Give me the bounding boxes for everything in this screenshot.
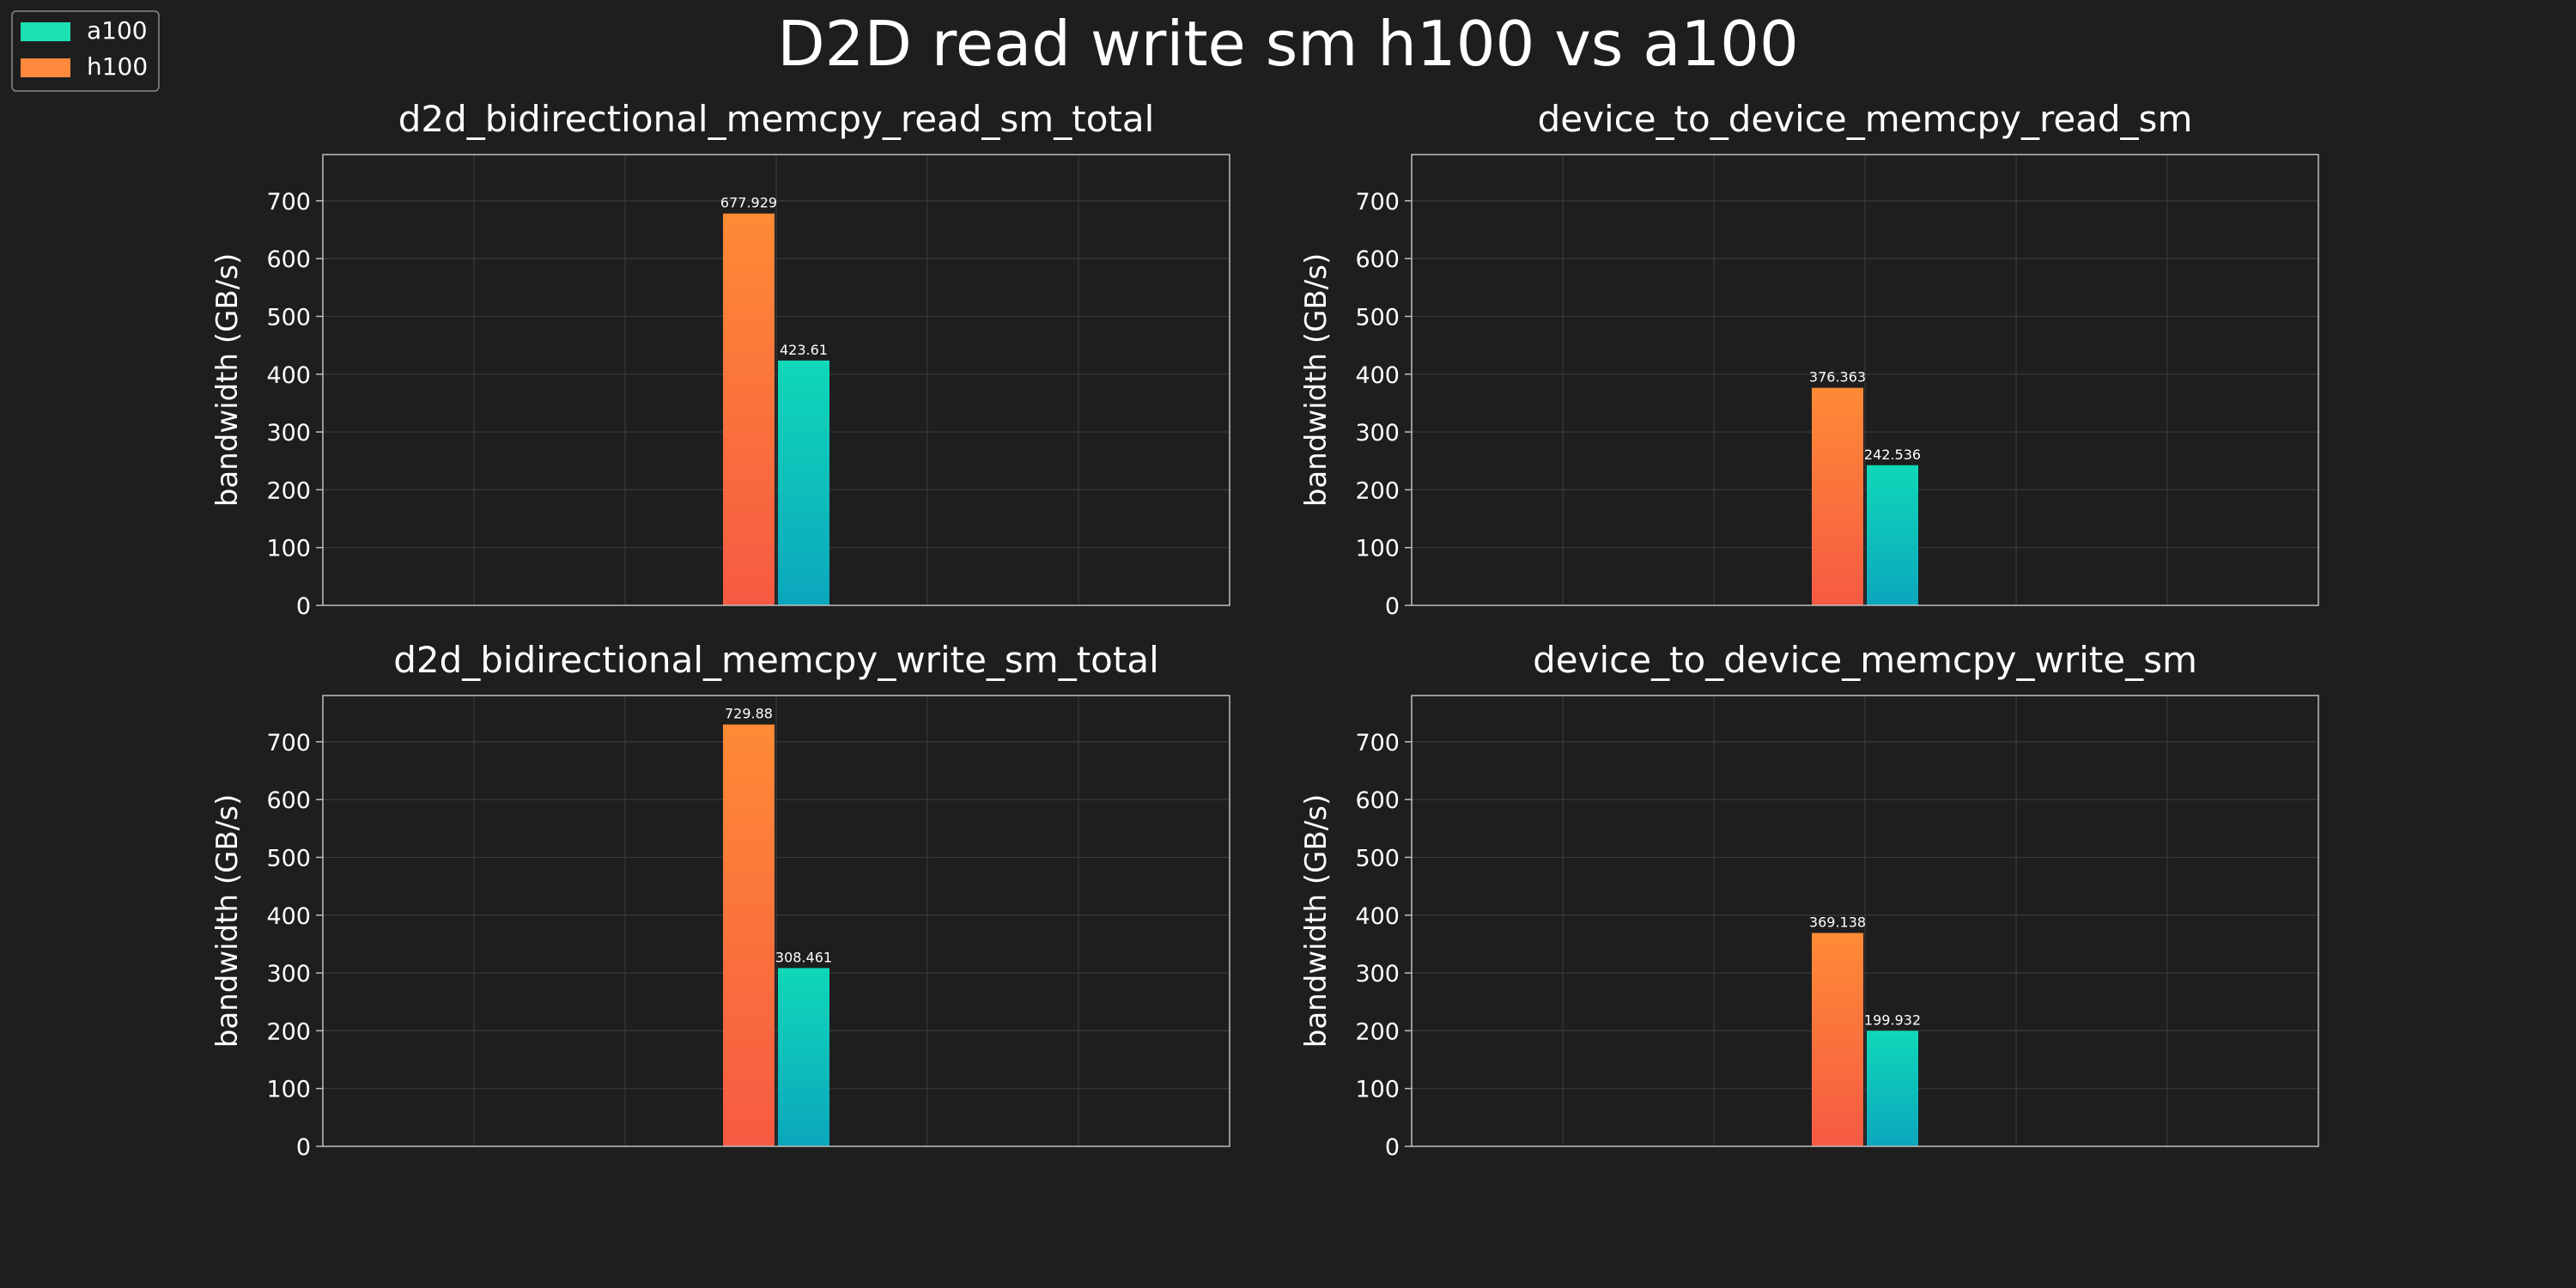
y-tick-label: 0 (296, 1134, 311, 1161)
y-axis-label: bandwidth (GB/s) (210, 253, 245, 507)
axes-frame (322, 695, 1230, 1147)
y-tick-label: 700 (266, 730, 311, 756)
y-tick-label: 500 (266, 304, 311, 331)
y-tick-label: 700 (1355, 730, 1400, 756)
y-tick-label: 100 (1355, 536, 1400, 562)
y-tick-label: 400 (266, 903, 311, 930)
legend-label-h100: h100 (87, 52, 148, 81)
y-tick-label: 500 (1355, 845, 1400, 872)
subplot-title: d2d_bidirectional_memcpy_write_sm_total (393, 639, 1159, 681)
data-label-h100: 677.929 (720, 195, 777, 211)
bar-a100 (1867, 465, 1918, 605)
bar-h100 (723, 213, 775, 605)
y-tick-label: 700 (1355, 189, 1400, 216)
bar-a100 (778, 360, 829, 605)
subplot-3: 0 100 200 300 400 500 600 700 729.88 308.461 d2d_b… (210, 639, 1230, 1161)
data-label-a100: 423.61 (780, 342, 828, 358)
y-axis-label: bandwidth (GB/s) (1299, 253, 1334, 507)
y-axis-label: bandwidth (GB/s) (210, 794, 245, 1048)
subplot-title: device_to_device_memcpy_write_sm (1533, 639, 2197, 681)
y-tick-label: 200 (1355, 477, 1400, 504)
y-tick-label: 400 (266, 362, 311, 389)
y-tick-label: 400 (1355, 362, 1400, 389)
bar-a100 (778, 968, 829, 1146)
y-tick-label: 0 (1385, 593, 1400, 620)
data-label-a100: 199.932 (1864, 1012, 1921, 1028)
legend-label-a100: a100 (87, 16, 148, 45)
y-tick-label: 200 (266, 1018, 311, 1045)
legend: a100 h100 (11, 10, 160, 92)
y-tick-label: 300 (266, 420, 311, 447)
y-tick-label: 200 (266, 477, 311, 504)
data-label-h100: 376.363 (1809, 369, 1866, 386)
y-tick-label: 100 (266, 1077, 311, 1103)
data-label-a100: 242.536 (1864, 447, 1921, 463)
y-tick-label: 600 (266, 787, 311, 814)
subplot-title: d2d_bidirectional_memcpy_read_sm_total (398, 98, 1155, 140)
legend-swatch-h100 (21, 58, 70, 77)
bar-h100 (723, 724, 775, 1146)
y-tick-label: 0 (296, 593, 311, 620)
y-tick-label: 100 (266, 536, 311, 562)
y-axis-label: bandwidth (GB/s) (1299, 794, 1334, 1048)
subplot-title: device_to_device_memcpy_read_sm (1538, 98, 2193, 140)
y-tick-label: 400 (1355, 903, 1400, 930)
axes-frame (1411, 695, 2319, 1147)
y-tick-label: 0 (1385, 1134, 1400, 1161)
y-tick-label: 200 (1355, 1018, 1400, 1045)
data-label-h100: 369.138 (1809, 914, 1866, 931)
axes-frame (322, 154, 1230, 606)
subplot-1: 0 100 200 300 400 500 600 700 677.929 423.61 d2d_b… (210, 98, 1230, 620)
y-tick-label: 700 (266, 189, 311, 216)
figure-title: D2D read write sm h100 vs a100 (777, 8, 1799, 80)
y-tick-label: 500 (1355, 304, 1400, 331)
subplot-4: 0 100 200 300 400 500 600 700 369.138 199.932 devi… (1299, 639, 2319, 1161)
y-tick-label: 600 (1355, 246, 1400, 273)
legend-swatch-a100 (21, 22, 70, 41)
bar-h100 (1812, 933, 1863, 1146)
y-tick-label: 600 (1355, 787, 1400, 814)
y-tick-label: 300 (1355, 961, 1400, 987)
y-tick-label: 300 (1355, 420, 1400, 447)
data-label-a100: 308.461 (775, 949, 832, 965)
subplots: 0 100 200 300 400 500 600 700 677.929 423.61 d2d_b… (210, 98, 2319, 1161)
y-tick-label: 100 (1355, 1077, 1400, 1103)
axes-frame (1411, 154, 2319, 606)
bar-h100 (1812, 387, 1863, 605)
subplot-2: 0 100 200 300 400 500 600 700 376.363 242.536 devi… (1299, 98, 2319, 620)
bar-a100 (1867, 1030, 1918, 1146)
y-tick-label: 500 (266, 845, 311, 872)
data-label-h100: 729.88 (725, 706, 773, 722)
y-tick-label: 600 (266, 246, 311, 273)
y-tick-label: 300 (266, 961, 311, 987)
